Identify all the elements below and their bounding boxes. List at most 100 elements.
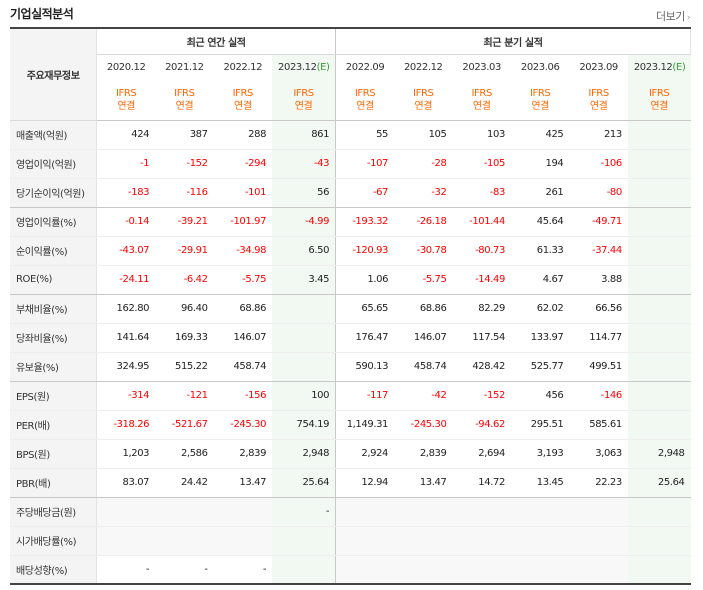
table-cell: 133.97 [510, 323, 570, 353]
table-cell: 590.13 [335, 352, 395, 382]
accounting-standard: IFRS 연결 [569, 80, 628, 121]
table-cell [452, 555, 511, 584]
table-cell: -39.21 [155, 207, 214, 237]
more-link[interactable]: 더보기 › [656, 8, 691, 24]
table-row: 시가배당률(%) [10, 526, 691, 556]
accounting-standard-label: IFRS [174, 87, 195, 99]
table-cell: -28 [394, 149, 453, 179]
table-cell: -105 [452, 149, 511, 179]
table-cell: 13.45 [510, 468, 570, 498]
table-cell: -101.97 [213, 207, 273, 237]
consolidation-label: 연결 [117, 100, 135, 112]
table-cell: 458.74 [213, 352, 273, 382]
table-cell [627, 526, 691, 556]
table-cell: -67 [335, 178, 395, 208]
table-cell: 3,193 [510, 439, 570, 469]
consolidation-label: 연결 [356, 100, 374, 112]
table-cell: -106 [569, 149, 628, 179]
table-cell: 105 [394, 120, 453, 150]
more-label: 더보기 [656, 10, 685, 23]
table-cell: 1.06 [335, 265, 395, 295]
table-cell [569, 526, 628, 556]
table-cell: 324.95 [96, 352, 156, 382]
table-cell: 83.07 [96, 468, 156, 498]
table-cell: 585.61 [569, 410, 628, 440]
metric-label: 부채비율(%) [10, 294, 98, 324]
table-cell: 114.77 [569, 323, 628, 353]
metric-label: 배당성향(%) [10, 555, 98, 584]
table-row: 당좌비율(%) 141.64 169.33 146.07 176.47 146.07 117… [10, 323, 691, 353]
table-cell [510, 497, 570, 527]
accounting-standard-label: IFRS [588, 87, 609, 99]
table-cell [394, 526, 453, 556]
table-cell: -152 [155, 149, 214, 179]
period-label: 2022.12 [403, 61, 443, 73]
table-cell: 61.33 [510, 236, 570, 266]
period-header: 2023.06 [511, 54, 569, 80]
accounting-standard: IFRS 연결 [452, 80, 511, 121]
table-cell [627, 207, 691, 237]
table-cell: -30.78 [394, 236, 453, 266]
table-cell [272, 294, 337, 324]
table-cell: -32 [394, 178, 453, 208]
period-label: 2023.12 [278, 61, 317, 73]
table-cell: -43.07 [96, 236, 156, 266]
table-cell: -83 [452, 178, 511, 208]
table-cell: 146.07 [213, 323, 273, 353]
table-cell: -245.30 [213, 410, 273, 440]
table-cell: -1 [96, 149, 156, 179]
accounting-standard-label: IFRS [354, 87, 376, 99]
period-label: 2022.12 [223, 61, 263, 73]
table-row: PER(배) -318.26 -521.67 -245.30 754.19 1,149.3… [10, 410, 691, 440]
table-cell: 515.22 [155, 352, 214, 382]
table-cell: -121 [155, 381, 214, 411]
table-cell: 100 [272, 381, 337, 411]
table-cell: 525.77 [510, 352, 570, 382]
period-label: 2023.03 [462, 61, 501, 73]
estimate-tag: (E) [316, 61, 330, 73]
table-cell: 3,063 [569, 439, 628, 469]
table-row: ROE(%) -24.11 -6.42 -5.75 3.45 1.06 -5.75 -14.4… [10, 265, 691, 295]
table-cell: 176.47 [335, 323, 395, 353]
table-cell [627, 381, 691, 411]
table-row: 순이익률(%) -43.07 -29.91 -34.98 6.50 -120.93 -30.… [10, 236, 691, 266]
accounting-standard: IFRS 연결 [96, 80, 156, 121]
table-cell [272, 323, 337, 353]
table-cell: - [262, 563, 267, 575]
metric-label: BPS(원) [10, 439, 98, 469]
table-cell: 68.86 [394, 294, 453, 324]
table-cell [627, 265, 691, 295]
table-cell: 13.47 [394, 468, 453, 498]
table-cell: 288 [213, 120, 273, 150]
period-label: 2022.09 [345, 61, 385, 73]
chevron-right-icon: › [686, 13, 691, 23]
table-cell [627, 352, 691, 382]
table-cell: 2,839 [394, 439, 453, 469]
table-cell: -24.11 [96, 265, 156, 295]
table-cell: -34.98 [213, 236, 273, 266]
table-cell: 96.40 [155, 294, 214, 324]
table-cell: -146 [569, 381, 628, 411]
table-cell: -5.75 [394, 265, 453, 295]
table-cell [627, 294, 691, 324]
table-cell: 14.72 [452, 468, 511, 498]
annual-group-header: 최근 연간 실적 [96, 28, 337, 55]
table-cell [627, 323, 691, 353]
table-row: 매출액(억원) 424 387 288 861 55 105 103 425 213 [10, 120, 691, 150]
table-cell [569, 497, 628, 527]
table-cell [627, 236, 691, 266]
table-cell: 456 [510, 381, 570, 411]
table-cell [394, 497, 453, 527]
table-cell: 169.33 [155, 323, 214, 353]
metric-label: 당좌비율(%) [10, 323, 98, 353]
metric-label: ROE(%) [10, 265, 98, 295]
table-cell: -183 [96, 178, 156, 208]
table-cell: 68.86 [213, 294, 273, 324]
table-cell [569, 555, 628, 584]
section-title: 기업실적분석 [10, 7, 74, 21]
table-cell [272, 555, 337, 584]
table-cell: -120.93 [335, 236, 395, 266]
table-cell: -94.62 [452, 410, 511, 440]
period-header: 2022.09 [336, 54, 394, 80]
period-header: 2023.12(E) [627, 54, 691, 80]
